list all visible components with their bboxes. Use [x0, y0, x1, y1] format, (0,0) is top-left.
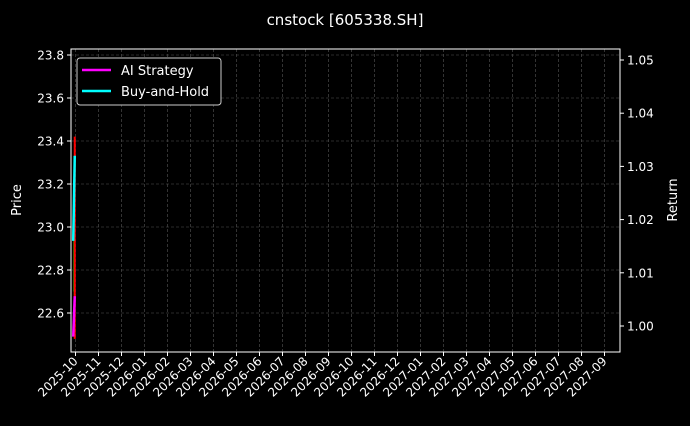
candle-body [73, 136, 76, 339]
legend-label-ai-strategy: AI Strategy [121, 64, 194, 79]
legend-label-buy-and-hold: Buy-and-Hold [121, 85, 209, 100]
series-line-ai-strategy [71, 296, 76, 337]
plot-marks [71, 136, 76, 339]
y-tick-label: 23.6 [37, 92, 64, 106]
y-tick-label: 22.8 [37, 264, 64, 278]
legend: AI Strategy Buy-and-Hold [76, 57, 222, 106]
y2-tick-label: 1.02 [627, 213, 654, 227]
y2-tick-label: 1.00 [627, 320, 654, 334]
y2-tick-label: 1.03 [627, 160, 654, 174]
plot-frame [70, 48, 621, 353]
y-tick-label: 23.2 [37, 178, 64, 192]
legend-box [76, 57, 222, 106]
y-tick-label: 23.0 [37, 221, 64, 235]
y2-axis-label: Return [666, 178, 681, 221]
y2-tick-label: 1.05 [627, 54, 654, 68]
y-tick-label: 23.8 [37, 49, 64, 63]
y2-tick-label: 1.01 [627, 266, 654, 280]
chart-title: cnstock [605338.SH] [267, 11, 424, 29]
y-axis-label: Price [10, 184, 25, 216]
series-line-buy-and-hold [71, 155, 76, 241]
y-tick-label: 23.4 [37, 135, 64, 149]
y-tick-label: 22.6 [37, 307, 64, 321]
y2-tick-label: 1.04 [627, 107, 654, 121]
